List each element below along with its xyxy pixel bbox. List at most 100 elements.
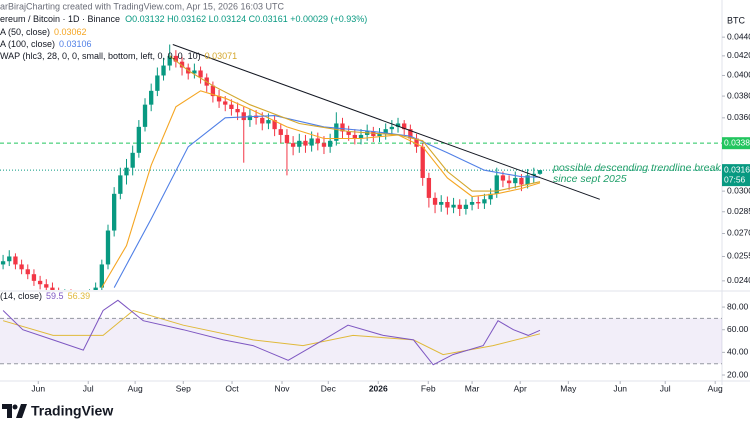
candle-body	[395, 123, 401, 127]
rsi-legend-item: (14, close)	[0, 291, 42, 301]
candle-body	[25, 269, 30, 275]
candle-body	[334, 123, 339, 141]
candle-body	[235, 108, 240, 113]
candle-body	[161, 65, 166, 76]
brand-name: TradingView	[31, 403, 113, 419]
x-tick-label: Jun	[31, 383, 45, 393]
rsi-legend: (14, close) 59.5 56.39	[0, 291, 90, 301]
candle-body	[352, 134, 357, 139]
last-price-bg	[722, 164, 750, 187]
x-tick-label: Aug	[708, 383, 723, 393]
candle-body	[445, 202, 450, 208]
candle-body	[531, 173, 536, 176]
candle-body	[432, 197, 438, 205]
y-tick-label: 0.02400	[727, 275, 750, 285]
candle-body	[44, 284, 49, 288]
price-axis: 0.02400 0.02550 0.02700 0.02850 0.03000 0.036…	[722, 31, 750, 379]
candle-body	[266, 120, 271, 124]
candle-body	[210, 85, 216, 97]
y-tick-label: 0.03000	[727, 185, 750, 195]
candle-body	[482, 199, 487, 204]
candle-body	[179, 61, 185, 68]
candle-body	[136, 126, 142, 153]
rsi-tick-label: 20.00	[727, 369, 749, 379]
indicator-legend: WAP (hlc3, 28, 0, 0, small, bottom, left…	[0, 51, 237, 61]
rsi-legend-item: 56.39	[68, 291, 91, 301]
candle-body	[31, 274, 37, 281]
candle-body	[105, 230, 111, 265]
candle-body	[278, 129, 283, 135]
candle-body	[99, 264, 104, 288]
candle-body	[420, 146, 425, 178]
rsi-line	[2, 299, 541, 366]
candle-body	[0, 261, 6, 265]
candle-body	[506, 180, 512, 184]
candle-body	[112, 193, 117, 231]
last-price-label: 0.03161	[724, 164, 750, 174]
candle-body	[377, 133, 382, 137]
candle-body	[494, 175, 499, 194]
candle-body	[340, 123, 345, 132]
x-tick-label: Sep	[176, 383, 191, 393]
countdown: 07:56	[724, 174, 746, 184]
x-tick-label: Aug	[128, 383, 143, 393]
overlay: arBirajCharting created with TradingView…	[0, 1, 746, 418]
candle-body	[469, 202, 475, 205]
price-pane	[0, 44, 722, 290]
candle-body	[192, 70, 197, 74]
indicator-legend: A (100, close) 0.03106	[0, 39, 92, 49]
candle-body	[13, 256, 18, 265]
candle-body	[272, 120, 277, 130]
candle-body	[19, 264, 24, 270]
candle-body	[229, 104, 234, 109]
y-tick-label: 0.03800	[727, 90, 750, 100]
x-tick-label: Apr	[514, 383, 527, 393]
candle-body	[142, 104, 148, 127]
candle-body	[50, 287, 55, 290]
candle-body	[284, 134, 290, 144]
y-tick-label: 0.02550	[727, 251, 750, 261]
rsi-legend-item: 59.5	[46, 291, 64, 301]
candle-body	[315, 138, 320, 144]
rsi-pane	[0, 299, 722, 366]
candle-body	[476, 202, 481, 204]
symbol-header: ereum / Bitcoin · 1D · Binance O0.03132 H…	[0, 14, 367, 24]
indicator-line	[169, 55, 541, 192]
candle-body	[402, 123, 407, 130]
trendline	[172, 44, 600, 200]
candle-body	[309, 138, 314, 146]
candle-body	[198, 70, 203, 78]
candle-body	[500, 175, 506, 181]
candle-body	[321, 143, 327, 147]
candle-body	[358, 134, 364, 139]
rsi-band	[0, 318, 722, 364]
candle-body	[457, 204, 462, 209]
indicator-name: WAP (hlc3, 28, 0, 0, small, bottom, left…	[0, 51, 201, 61]
symbol: ereum / Bitcoin · 1D · Binance	[0, 14, 120, 24]
ohlc: O0.03132 H0.03162 L0.03124 C0.03161 +0.0…	[125, 14, 367, 24]
candle-body	[241, 112, 246, 121]
x-tick-label: May	[560, 383, 577, 393]
candle-body	[525, 175, 530, 185]
indicator-value: 0.03071	[205, 51, 238, 61]
candle-body	[260, 117, 265, 124]
candle-body	[408, 129, 413, 139]
candle-body	[124, 167, 129, 176]
x-tick-label: Jun	[613, 383, 627, 393]
rsi-ma-line	[2, 309, 541, 356]
x-tick-label: Mar	[465, 383, 480, 393]
x-tick-label: 2026	[369, 383, 388, 393]
candle-body	[513, 177, 518, 184]
candle-body	[414, 138, 419, 147]
candle-body	[346, 131, 351, 135]
candle-body	[290, 143, 296, 147]
indicator-value: 0.03062	[54, 27, 87, 37]
candle-body	[451, 204, 456, 208]
x-tick-label: Jul	[660, 383, 671, 393]
currency: BTC	[727, 15, 746, 25]
watermark: arBirajCharting created with TradingView…	[0, 1, 284, 11]
indicator-legend: A (50, close) 0.03062	[0, 27, 87, 37]
